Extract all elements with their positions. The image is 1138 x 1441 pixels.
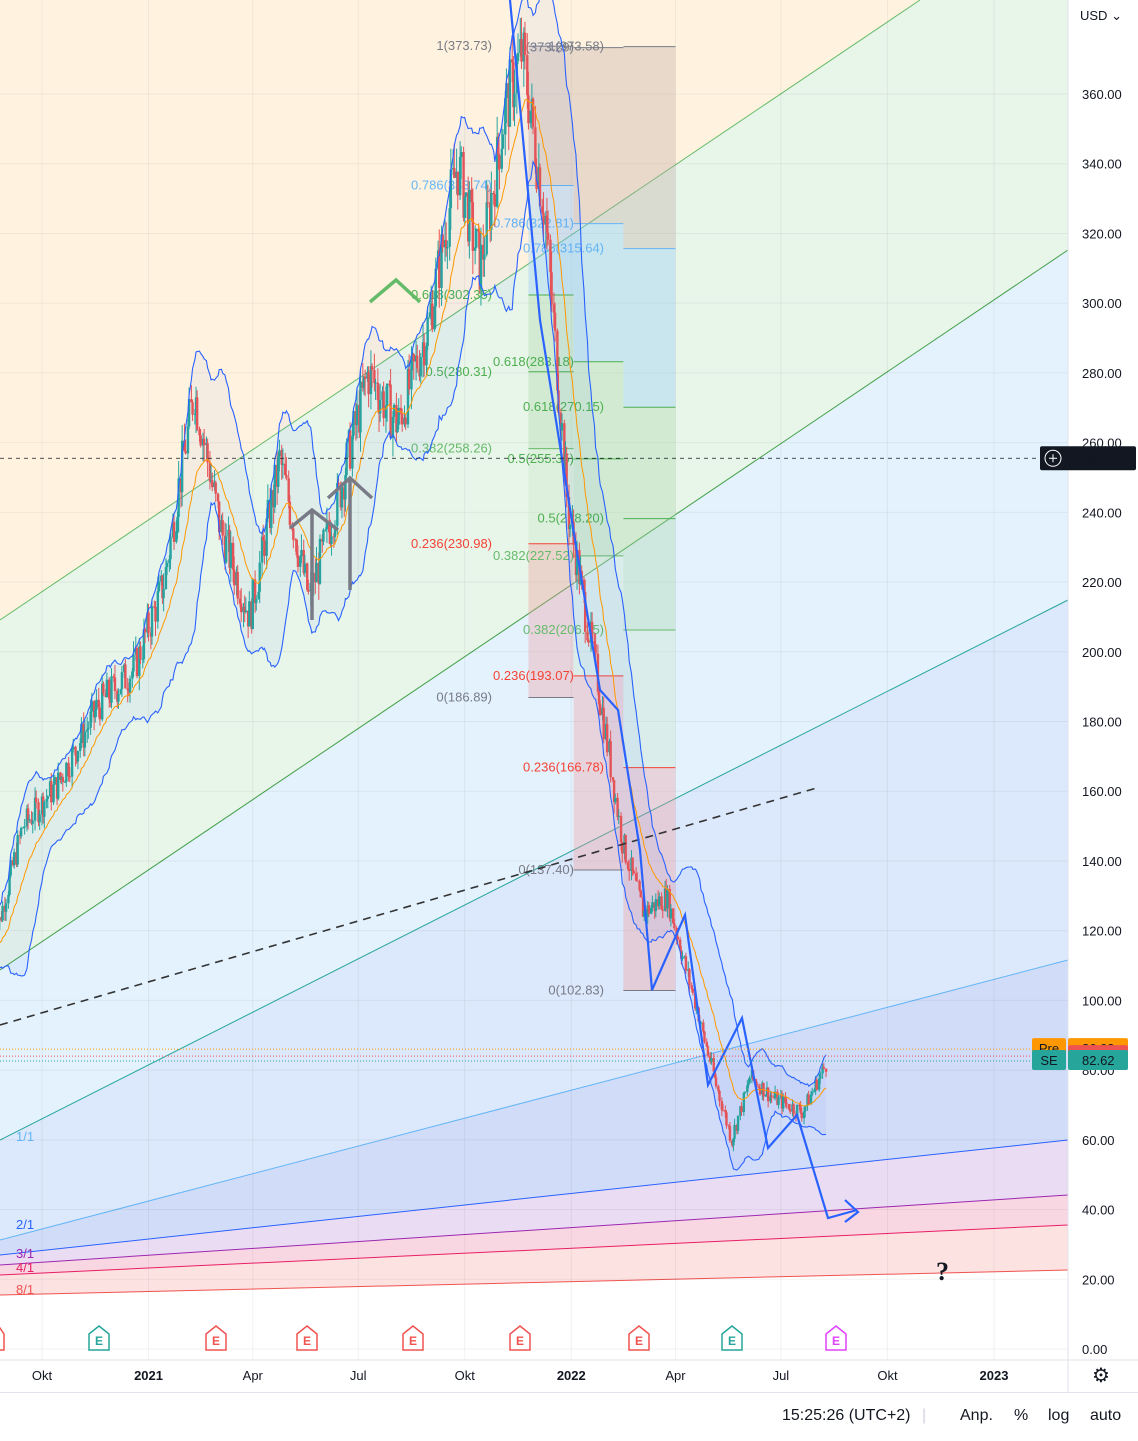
fib-level-label: 0.236(166.78): [523, 760, 604, 775]
y-tick-label: 200.00: [1082, 645, 1122, 660]
y-tick-label: 220.00: [1082, 575, 1122, 590]
y-tick-label: 280.00: [1082, 366, 1122, 381]
clock[interactable]: 15:25:26 (UTC+2): [782, 1407, 911, 1425]
price-tag-value: 82.62: [1082, 1053, 1115, 1068]
adjust-toggle[interactable]: Anp.: [960, 1407, 993, 1425]
fib-level-label: 0.236(193.07): [493, 668, 574, 683]
earnings-marker-label: E: [95, 1334, 103, 1348]
currency-label: USD: [1080, 8, 1107, 23]
fib-zone: [623, 249, 675, 408]
x-tick-label: 2022: [557, 1368, 586, 1383]
earnings-marker-label: E: [728, 1334, 736, 1348]
price-chart[interactable]: 1(373.73)0.786(333.74)0.618(302.35)0.5(2…: [0, 0, 1138, 1392]
log-toggle[interactable]: log: [1048, 1407, 1069, 1425]
y-tick-label: 140.00: [1082, 854, 1122, 869]
status-divider: |: [922, 1407, 926, 1425]
earnings-marker-label: E: [212, 1334, 220, 1348]
y-tick-label: 240.00: [1082, 505, 1122, 520]
fan-label: 3/1: [16, 1246, 34, 1261]
y-tick-label: 40.00: [1082, 1203, 1115, 1218]
fib-level-label: 0(137.40): [518, 862, 574, 877]
chevron-down-icon: ⌄: [1111, 8, 1122, 23]
fib-level-label: 1(373.73): [436, 38, 492, 53]
x-tick-label: Okt: [455, 1368, 476, 1383]
x-tick-label: Okt: [32, 1368, 53, 1383]
fan-label: 1/1: [16, 1129, 34, 1144]
y-tick-label: 20.00: [1082, 1272, 1115, 1287]
earnings-marker-label: E: [516, 1334, 524, 1348]
y-tick-label: 340.00: [1082, 157, 1122, 172]
fib-zone: [623, 407, 675, 518]
y-tick-label: 360.00: [1082, 87, 1122, 102]
fib-level-label: 0(186.89): [436, 689, 492, 704]
question-mark-annotation: ?: [936, 1257, 949, 1286]
gear-icon[interactable]: ⚙: [1092, 1363, 1110, 1388]
x-tick-label: Apr: [243, 1368, 264, 1383]
price-tag-name: SE: [1040, 1053, 1058, 1068]
percent-toggle[interactable]: %: [1014, 1407, 1028, 1425]
fib-zone: [623, 47, 675, 249]
x-tick-label: Okt: [877, 1368, 898, 1383]
y-tick-label: 60.00: [1082, 1133, 1115, 1148]
earnings-marker-label: E: [409, 1334, 417, 1348]
fan-label: 2/1: [16, 1217, 34, 1232]
y-tick-label: 100.00: [1082, 993, 1122, 1008]
currency-selector[interactable]: USD ⌄: [1080, 8, 1122, 24]
x-tick-label: Jul: [773, 1368, 790, 1383]
fib-level-label: 0.236(230.98): [411, 536, 492, 551]
x-tick-label: Apr: [665, 1368, 686, 1383]
fib-zone: [574, 48, 624, 224]
earnings-marker-icon: [0, 1328, 4, 1350]
earnings-marker-label: E: [832, 1334, 840, 1348]
fan-label: 8/1: [16, 1282, 34, 1297]
x-tick-label: 2021: [134, 1368, 163, 1383]
y-tick-label: 320.00: [1082, 226, 1122, 241]
y-tick-label: 180.00: [1082, 715, 1122, 730]
earnings-marker-label: E: [303, 1334, 311, 1348]
x-tick-label: 2023: [980, 1368, 1009, 1383]
fib-zone: [623, 519, 675, 630]
earnings-marker-label: E: [635, 1334, 643, 1348]
auto-toggle[interactable]: auto: [1090, 1407, 1121, 1425]
crosshair-price: 255.51: [1080, 451, 1120, 466]
x-tick-label: Jul: [350, 1368, 367, 1383]
fan-label: 4/1: [16, 1260, 34, 1275]
status-bar: 15:25:26 (UTC+2) | Anp. % log auto: [0, 1392, 1138, 1441]
y-tick-label: 120.00: [1082, 924, 1122, 939]
price-axis: [1068, 0, 1138, 1392]
fib-level-label: 0(102.83): [548, 983, 604, 998]
y-tick-label: 0.00: [1082, 1342, 1107, 1357]
y-tick-label: 300.00: [1082, 296, 1122, 311]
fib-level-label: 0.382(227.52): [493, 548, 574, 563]
y-tick-label: 160.00: [1082, 784, 1122, 799]
